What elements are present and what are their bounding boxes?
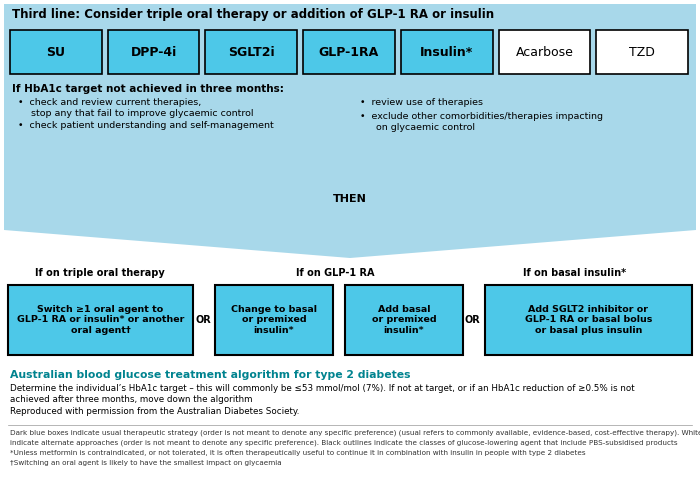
- Text: SGLT2i: SGLT2i: [228, 45, 274, 58]
- Text: Switch ≥1 oral agent to
GLP-1 RA or insulin* or another
oral agent†: Switch ≥1 oral agent to GLP-1 RA or insu…: [17, 305, 184, 335]
- Text: •  check and review current therapies,: • check and review current therapies,: [18, 98, 202, 107]
- Text: Reproduced with permission from the Australian Diabetes Society.: Reproduced with permission from the Aust…: [10, 407, 300, 416]
- Text: If on basal insulin*: If on basal insulin*: [524, 268, 626, 278]
- Text: TZD: TZD: [629, 45, 655, 58]
- FancyBboxPatch shape: [485, 285, 692, 355]
- Text: Add basal
or premixed
insulin*: Add basal or premixed insulin*: [372, 305, 436, 335]
- FancyBboxPatch shape: [596, 30, 688, 74]
- Polygon shape: [4, 230, 696, 258]
- Text: DPP-4i: DPP-4i: [130, 45, 176, 58]
- Text: THEN: THEN: [333, 194, 367, 204]
- FancyBboxPatch shape: [401, 30, 493, 74]
- FancyBboxPatch shape: [303, 30, 395, 74]
- Text: •  review use of therapies: • review use of therapies: [360, 98, 483, 107]
- Text: OR: OR: [464, 315, 480, 325]
- FancyBboxPatch shape: [498, 30, 590, 74]
- Text: If on triple oral therapy: If on triple oral therapy: [35, 268, 165, 278]
- FancyBboxPatch shape: [345, 285, 463, 355]
- Text: Australian blood glucose treatment algorithm for type 2 diabetes: Australian blood glucose treatment algor…: [10, 370, 410, 380]
- Text: stop any that fail to improve glycaemic control: stop any that fail to improve glycaemic …: [25, 109, 253, 118]
- Text: achieved after three months, move down the algorithm: achieved after three months, move down t…: [10, 395, 253, 404]
- Text: OR: OR: [195, 315, 211, 325]
- FancyBboxPatch shape: [215, 285, 333, 355]
- Text: Add SGLT2 inhibitor or
GLP-1 RA or basal bolus
or basal plus insulin: Add SGLT2 inhibitor or GLP-1 RA or basal…: [525, 305, 652, 335]
- Text: If on GLP-1 RA: If on GLP-1 RA: [295, 268, 374, 278]
- FancyBboxPatch shape: [10, 30, 101, 74]
- Text: *Unless metformin is contraindicated, or not tolerated, it is often therapeutica: *Unless metformin is contraindicated, or…: [10, 450, 586, 456]
- FancyBboxPatch shape: [205, 30, 297, 74]
- Text: Acarbose: Acarbose: [515, 45, 573, 58]
- Text: Insulin*: Insulin*: [420, 45, 473, 58]
- Text: Third line: Consider triple oral therapy or addition of GLP-1 RA or insulin: Third line: Consider triple oral therapy…: [12, 8, 494, 21]
- Text: •  check patient understanding and self-management: • check patient understanding and self-m…: [18, 121, 274, 130]
- Text: Change to basal
or premixed
insulin*: Change to basal or premixed insulin*: [231, 305, 317, 335]
- Text: indicate alternate approaches (order is not meant to denote any specific prefere: indicate alternate approaches (order is …: [10, 440, 678, 447]
- Text: Determine the individual’s HbA1c target – this will commonly be ≤53 mmol/mol (7%: Determine the individual’s HbA1c target …: [10, 384, 635, 393]
- FancyBboxPatch shape: [108, 30, 200, 74]
- Text: Dark blue boxes indicate usual therapeutic strategy (order is not meant to denot: Dark blue boxes indicate usual therapeut…: [10, 430, 700, 437]
- Text: SU: SU: [46, 45, 65, 58]
- Text: •  exclude other comorbidities/therapies impacting: • exclude other comorbidities/therapies …: [360, 112, 603, 121]
- Polygon shape: [4, 4, 696, 230]
- Text: on glycaemic control: on glycaemic control: [370, 123, 475, 132]
- Text: If HbA1c target not achieved in three months:: If HbA1c target not achieved in three mo…: [12, 84, 284, 94]
- FancyBboxPatch shape: [8, 285, 193, 355]
- Text: †Switching an oral agent is likely to have the smallest impact on glycaemia: †Switching an oral agent is likely to ha…: [10, 460, 281, 466]
- Text: GLP-1RA: GLP-1RA: [319, 45, 379, 58]
